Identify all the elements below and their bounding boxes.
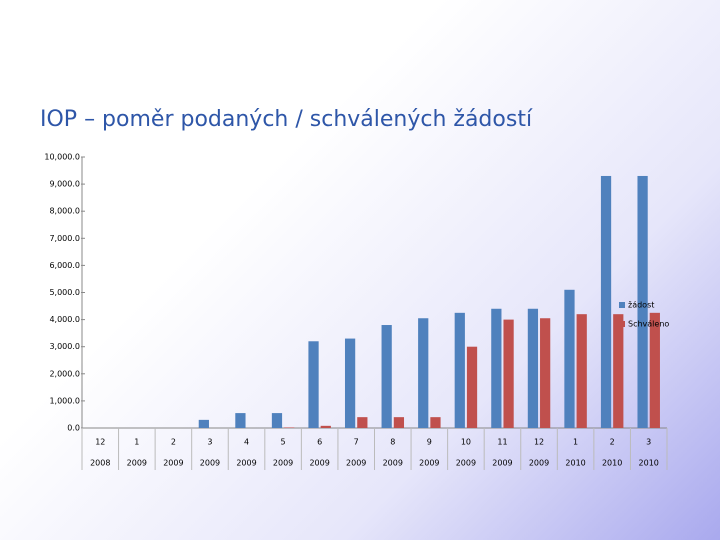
x-year-label: 2009: [309, 459, 329, 468]
bar: [613, 314, 624, 428]
bar: [600, 175, 612, 428]
x-tick-label: 3: [646, 438, 651, 447]
bar: [308, 341, 319, 428]
x-tick-label: 10: [461, 438, 471, 447]
bar: [540, 318, 551, 428]
x-tick-label: 4: [244, 438, 249, 447]
y-tick-label: 0.0: [67, 424, 80, 433]
y-tick-label: 7,000.0: [49, 234, 80, 243]
x-year-label: 2009: [492, 459, 512, 468]
bar: [454, 312, 465, 428]
chart-title: IOP – poměr podaných / schválených žádos…: [40, 107, 533, 132]
x-year-label: 2010: [639, 459, 659, 468]
bar: [564, 289, 575, 428]
x-tick-label: 1: [573, 438, 578, 447]
x-year-label: 2009: [163, 459, 183, 468]
bar: [235, 413, 246, 428]
bar: [271, 413, 283, 428]
x-year-label: 2010: [602, 459, 622, 468]
x-tick-label: 2: [610, 438, 615, 447]
x-year-label: 2009: [236, 459, 256, 468]
y-tick-label: 6,000.0: [49, 261, 80, 270]
bar: [320, 425, 331, 428]
x-tick-label: 12: [95, 438, 105, 447]
x-year-label: 2009: [529, 459, 549, 468]
x-year-label: 2009: [127, 459, 147, 468]
bar: [466, 346, 478, 428]
y-tick-label: 4,000.0: [49, 315, 80, 324]
x-year-label: 2009: [419, 459, 439, 468]
bar: [393, 417, 405, 428]
y-tick-label: 1,000.0: [49, 396, 80, 405]
legend-swatch: [619, 302, 625, 308]
x-tick-label: 11: [497, 438, 507, 447]
bar: [381, 325, 392, 428]
bar: [418, 318, 429, 428]
bar: [527, 308, 539, 428]
bar: [357, 417, 368, 428]
x-tick-label: 12: [534, 438, 544, 447]
x-year-label: 2009: [346, 459, 366, 468]
legend-label: Schváleno: [628, 320, 669, 329]
bar: [284, 427, 295, 428]
bar: [576, 314, 587, 428]
x-year-label: 2009: [273, 459, 293, 468]
x-tick-label: 2: [171, 438, 176, 447]
y-tick-label: 9,000.0: [49, 180, 80, 189]
x-year-label: 2009: [383, 459, 403, 468]
x-tick-label: 5: [281, 438, 286, 447]
bar: [637, 175, 648, 428]
bar: [198, 419, 209, 428]
x-tick-label: 6: [317, 438, 322, 447]
x-tick-label: 7: [354, 438, 359, 447]
bar: [344, 338, 356, 428]
y-tick-label: 2,000.0: [49, 369, 80, 378]
x-tick-label: 8: [390, 438, 395, 447]
bar: [491, 308, 502, 428]
y-tick-label: 5,000.0: [49, 288, 80, 297]
bar: [503, 319, 514, 428]
legend-swatch: [619, 321, 625, 327]
x-tick-label: 1: [134, 438, 139, 447]
x-year-label: 2008: [90, 459, 110, 468]
y-tick-label: 8,000.0: [49, 207, 80, 216]
x-year-label: 2009: [456, 459, 476, 468]
bar: [430, 417, 441, 428]
x-year-label: 2010: [565, 459, 585, 468]
legend-label: žádost: [628, 301, 654, 310]
x-tick-label: 3: [207, 438, 212, 447]
y-tick-label: 10,000.0: [44, 153, 80, 162]
x-year-label: 2009: [200, 459, 220, 468]
x-tick-label: 9: [427, 438, 432, 447]
bar: [649, 312, 660, 428]
y-tick-label: 3,000.0: [49, 342, 80, 351]
